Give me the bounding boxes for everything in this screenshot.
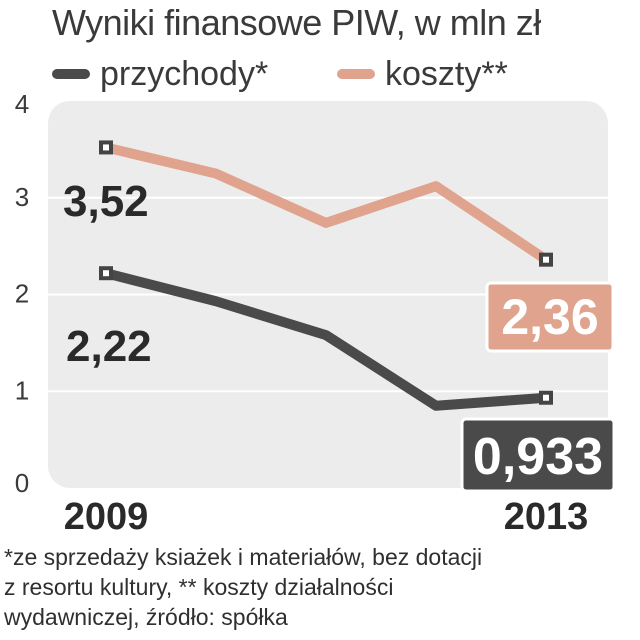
marker-costs-first-inner: [103, 144, 109, 151]
footnote-line-2: z resortu kultury, ** koszty działalnośc…: [4, 574, 394, 600]
legend-swatch-costs: [337, 69, 375, 79]
marker-costs-last-inner: [543, 256, 549, 263]
legend-item-costs: koszty**: [337, 52, 508, 96]
legend: przychody* koszty**: [52, 52, 612, 96]
legend-swatch-revenue: [52, 69, 90, 79]
x-tick-label-first: 2009: [64, 496, 149, 538]
chart-title: Wyniki finansowe PIW, w mln zł: [52, 2, 541, 43]
data-label-revenue-last-box: [460, 417, 616, 493]
marker-revenue-last-inner: [543, 394, 549, 401]
y-tick-label-1: 1: [15, 375, 29, 405]
line-chart: 0 1 2 3 4 2009 2013 3,52 2,22 2,36 0,933: [15, 89, 616, 538]
x-tick-label-last: 2013: [504, 496, 589, 538]
y-tick-label-2: 2: [15, 279, 29, 309]
y-tick-label-0: 0: [15, 468, 29, 498]
footnote-line-3: wydawniczej, źródło: spółka: [4, 604, 288, 630]
y-tick-label-4: 4: [15, 89, 29, 119]
series-line-costs: [101, 142, 551, 265]
data-label-revenue-last: 0,933: [473, 428, 603, 486]
data-label-revenue-first: 2,22: [66, 322, 152, 371]
marker-revenue-first-inner: [103, 270, 109, 277]
y-tick-label-3: 3: [15, 182, 29, 212]
series-line-revenue: [101, 268, 551, 411]
legend-item-revenue: przychody*: [52, 52, 268, 96]
data-label-costs-last: 2,36: [501, 289, 598, 345]
footnote: *ze sprzedaży ksiażek i materiałów, bez …: [4, 542, 636, 632]
legend-label-revenue: przychody*: [100, 54, 269, 93]
data-label-costs-last-box: [485, 281, 615, 353]
legend-label-costs: koszty**: [385, 54, 508, 93]
data-label-costs-first: 3,52: [63, 177, 149, 226]
footnote-line-1: *ze sprzedaży ksiażek i materiałów, bez …: [4, 544, 483, 570]
